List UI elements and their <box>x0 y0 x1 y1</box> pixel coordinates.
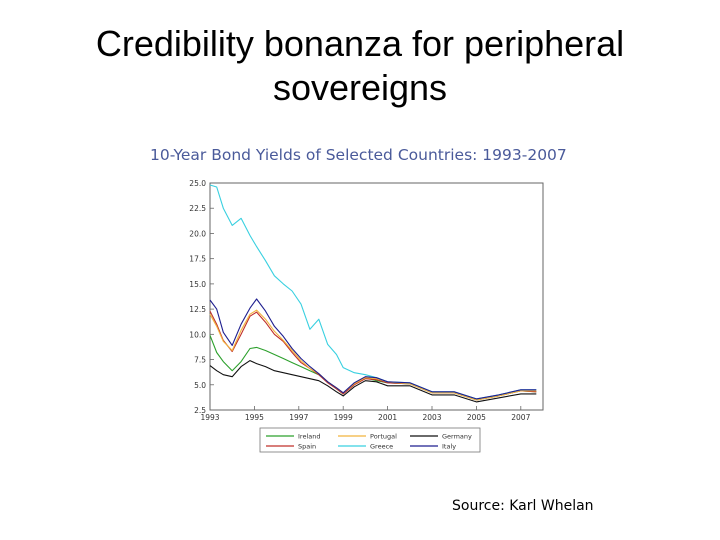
legend-label: Greece <box>370 443 393 451</box>
legend-label: Germany <box>442 433 472 441</box>
y-tick-label: 2.5 <box>194 406 206 415</box>
series-line-italy <box>209 298 537 400</box>
x-tick-label: 1995 <box>245 413 264 422</box>
legend-box <box>259 427 481 453</box>
x-tick-label: 2007 <box>511 413 530 422</box>
y-tick-label: 12.5 <box>189 305 206 314</box>
legend-label: Portugal <box>370 433 397 441</box>
y-tick-label: 25.0 <box>189 179 206 188</box>
slide-title: Credibility bonanza for peripheral sover… <box>95 23 625 108</box>
chart-svg: 25.022.520.017.515.012.510.07.55.02.5199… <box>189 179 544 453</box>
legend-label: Spain <box>298 443 316 451</box>
y-tick-label: 17.5 <box>189 255 206 264</box>
source-note: Source: Karl Whelan <box>452 498 594 514</box>
x-tick-label: 1999 <box>334 413 353 422</box>
legend-label: Italy <box>442 443 456 451</box>
y-tick-label: 10.0 <box>189 330 206 339</box>
y-tick-label: 5.0 <box>194 381 206 390</box>
x-tick-label: 2003 <box>422 413 441 422</box>
x-tick-label: 2001 <box>378 413 397 422</box>
bond-yield-chart: 25.0 22.5 20.0 17.5 15.0 12.5 10.0 7.5 5.0 2.5 199… <box>150 170 550 460</box>
y-tick-label: 22.5 <box>189 204 206 213</box>
y-tick-label: 20.0 <box>189 229 206 238</box>
plot-frame <box>209 182 544 411</box>
series-line-germany <box>209 360 537 403</box>
x-tick-label: 2005 <box>467 413 486 422</box>
x-tick-label: 1997 <box>289 413 308 422</box>
y-tick-label: 7.5 <box>194 356 206 365</box>
legend-label: Ireland <box>298 433 320 441</box>
y-tick-label: 15.0 <box>189 280 206 289</box>
x-tick-label: 1993 <box>200 413 219 422</box>
chart-title: 10-Year Bond Yields of Selected Countrie… <box>150 146 567 164</box>
